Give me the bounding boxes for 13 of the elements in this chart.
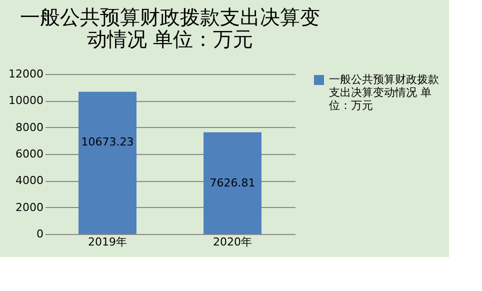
y-tick-label: 8000	[16, 120, 44, 134]
x-tick-label: 2020年	[213, 236, 252, 248]
y-tick-label: 4000	[16, 174, 44, 188]
legend-label: 一般公共预算财政拨款支出决算变动情况 单位：万元	[329, 73, 439, 112]
y-tick-label: 6000	[16, 148, 44, 160]
y-tick-label: 2000	[16, 200, 44, 214]
y-tick-label: 12000	[8, 68, 44, 80]
x-tick-label: 2019年	[88, 236, 127, 248]
y-tick-label: 10000	[8, 94, 44, 108]
data-label: 10673.23	[81, 136, 134, 149]
y-tick-label: 0	[36, 228, 44, 240]
data-label: 7626.81	[210, 176, 256, 190]
chart-title: 一般公共预算财政拨款支出决算变动情况 单位：万元	[20, 5, 320, 51]
